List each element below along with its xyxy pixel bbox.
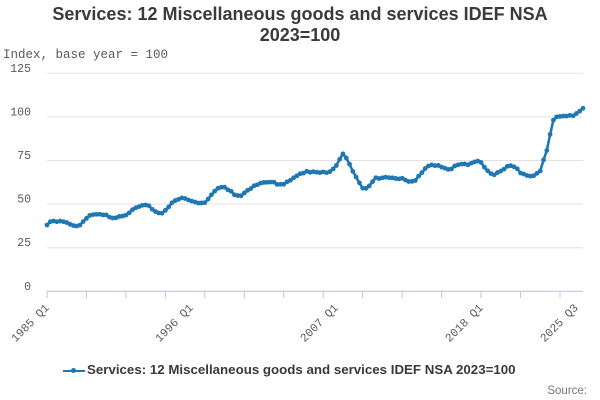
svg-text:75: 75 (17, 150, 31, 163)
svg-text:25: 25 (17, 237, 31, 250)
svg-text:50: 50 (17, 194, 31, 207)
svg-text:100: 100 (10, 106, 31, 119)
svg-text:0: 0 (24, 281, 31, 294)
svg-text:125: 125 (10, 63, 31, 76)
